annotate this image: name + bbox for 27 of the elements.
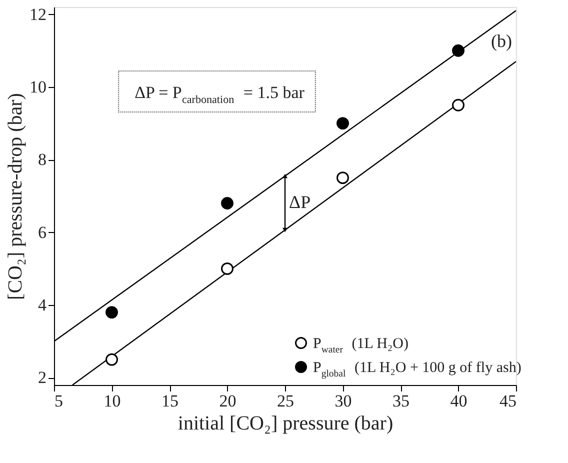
point bbox=[221, 262, 234, 275]
point bbox=[106, 353, 118, 366]
y-tick-label: 2 bbox=[38, 368, 46, 388]
point bbox=[452, 98, 464, 112]
x-tick-label: 10 bbox=[104, 392, 121, 410]
point bbox=[336, 172, 349, 184]
x-tick-label: 45 bbox=[500, 392, 516, 410]
y-tick-label: 12 bbox=[30, 4, 46, 24]
x-tick-label: 5 bbox=[54, 392, 63, 410]
x-tick-label: 35 bbox=[392, 392, 410, 410]
x-tick-label: 25 bbox=[277, 392, 294, 410]
x-tick-label: 20 bbox=[219, 392, 236, 410]
x-axis-title: initial [CO₂] pressure (bar) bbox=[178, 412, 394, 434]
x-tick-label: 30 bbox=[334, 392, 352, 410]
annotation: (b) bbox=[491, 31, 512, 51]
y-tick-label: 10 bbox=[30, 77, 46, 96]
y-tick-label: 8 bbox=[38, 150, 46, 170]
point bbox=[221, 197, 234, 210]
x-tick-label: 15 bbox=[162, 392, 178, 410]
point bbox=[106, 306, 118, 319]
y-axis-title: [CO₂] pressure-drop (bar) bbox=[4, 93, 26, 300]
annotation: ΔP bbox=[289, 192, 311, 212]
point bbox=[336, 117, 349, 130]
x-tick-label: 40 bbox=[450, 392, 468, 410]
y-tick-label: 6 bbox=[38, 222, 46, 242]
point bbox=[452, 44, 464, 57]
y-tick-label: 4 bbox=[38, 296, 47, 315]
